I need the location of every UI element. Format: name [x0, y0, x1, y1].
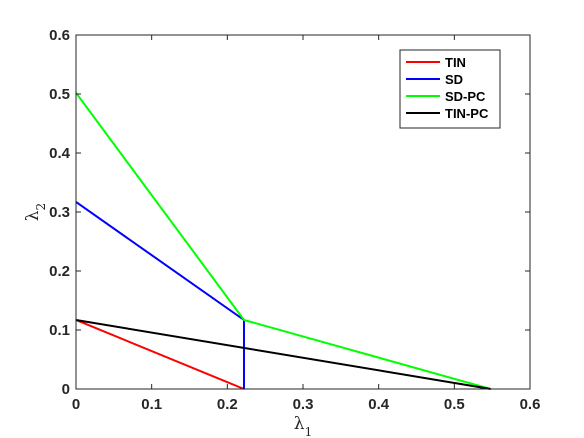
y-tick-label: 0.5 — [49, 86, 70, 103]
x-tick-label: 0.5 — [444, 396, 465, 413]
x-axis-label-sub: 1 — [305, 425, 313, 438]
ticks-layer: 0 0.1 0.2 0.3 0.4 0.5 0.6 0 0.1 0.2 0.3 0.4 0.5 0.6 — [49, 27, 540, 413]
legend: TIN SD SD-PC TIN-PC — [399, 49, 501, 129]
x-tick-label: 0.3 — [293, 396, 314, 413]
x-axis-label-base: λ — [294, 414, 305, 434]
legend-label: TIN-PC — [445, 106, 489, 121]
y-tick-label: 0.4 — [49, 145, 71, 162]
y-axis-label-base: λ — [23, 210, 43, 221]
y-tick-label: 0 — [62, 381, 70, 398]
legend-label: SD-PC — [445, 89, 486, 104]
y-tick-label: 0.6 — [49, 27, 70, 44]
x-tick-label: 0.1 — [141, 396, 162, 413]
series-line-tin-pc — [75, 318, 491, 390]
y-tick-label: 0.1 — [49, 322, 70, 339]
x-tick-label: 0.4 — [368, 396, 390, 413]
x-tick-label: 0 — [72, 396, 80, 413]
y-axis-label: λ2 — [23, 203, 48, 221]
series-line-tin — [75, 319, 245, 390]
y-axis-label-sub: 2 — [34, 203, 48, 211]
x-tick-label: 0.6 — [520, 396, 541, 413]
series-line-sd — [75, 201, 245, 389]
y-tick-label: 0.3 — [49, 204, 70, 221]
x-axis-label: λ1 — [294, 414, 312, 438]
series-line-sd-pc — [75, 92, 491, 390]
legend-label: SD — [445, 72, 463, 87]
x-tick-label: 0.2 — [217, 396, 238, 413]
legend-label: TIN — [445, 55, 466, 70]
y-tick-label: 0.2 — [49, 263, 70, 280]
series-layer — [75, 92, 491, 390]
